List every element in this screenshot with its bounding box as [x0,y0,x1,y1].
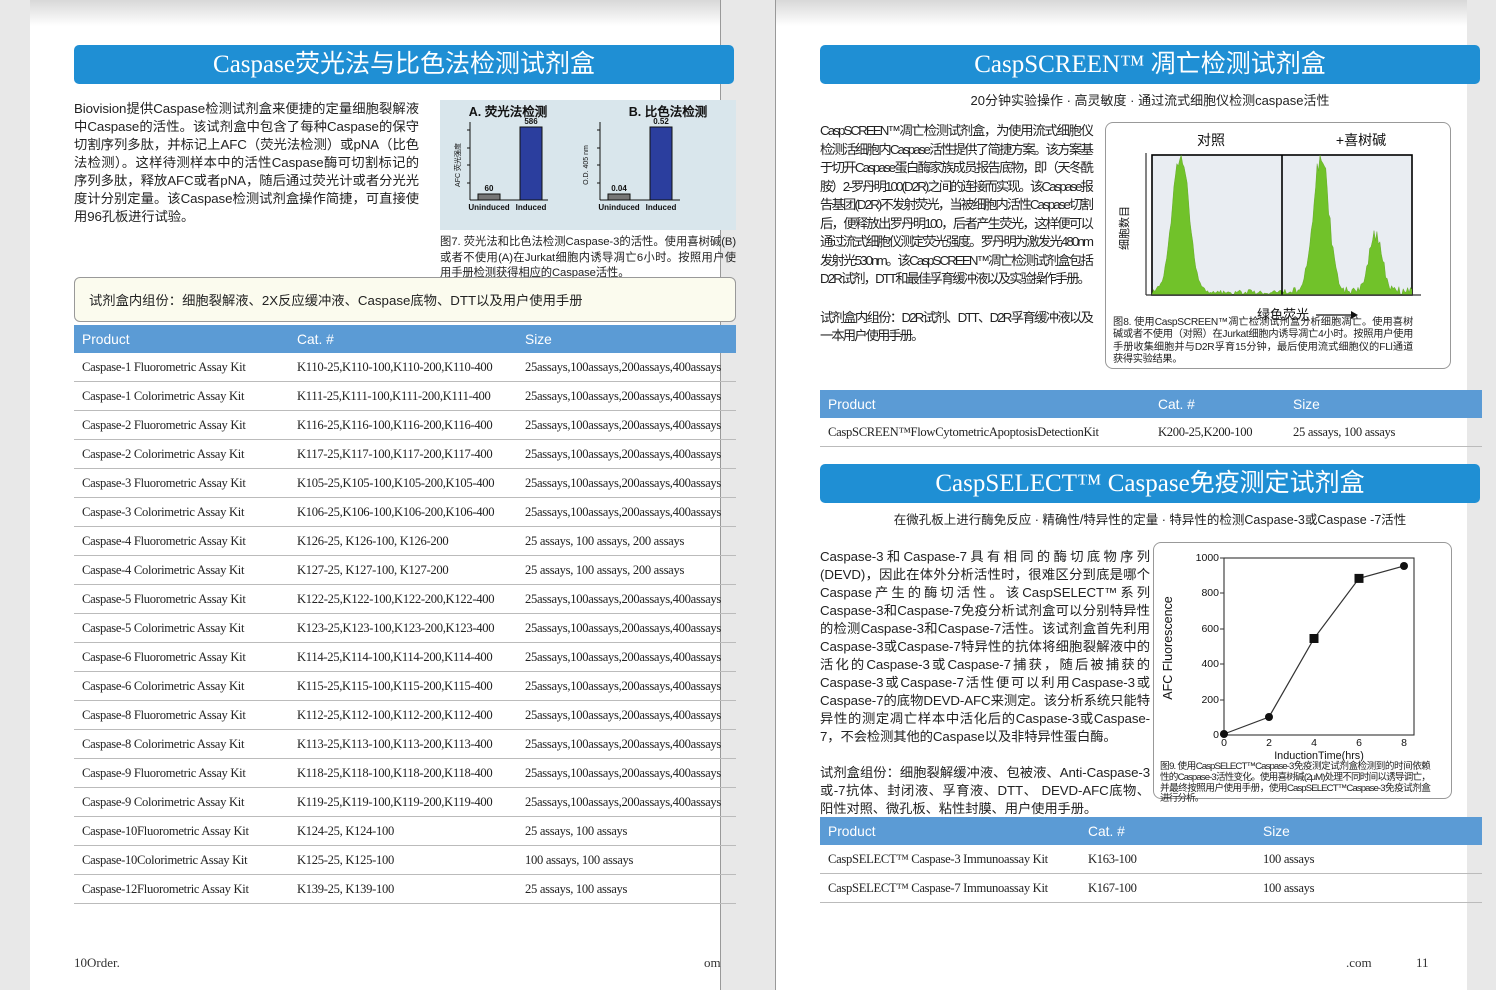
svg-text:Induced: Induced [516,203,547,212]
svg-text:+喜树碱: +喜树碱 [1336,132,1386,148]
svg-text:0.52: 0.52 [653,117,669,126]
svg-text:0.04: 0.04 [611,184,627,193]
svg-text:400: 400 [1201,658,1219,670]
svg-text:Induced: Induced [646,203,677,212]
svg-text:Uninduced: Uninduced [468,203,509,212]
svg-text:200: 200 [1201,694,1219,706]
svg-text:586: 586 [524,117,538,126]
svg-text:0: 0 [1213,729,1219,741]
svg-text:1000: 1000 [1196,552,1220,564]
svg-text:AFC Fluorescence: AFC Fluorescence [1161,596,1175,700]
svg-text:2: 2 [1266,737,1272,749]
svg-text:8: 8 [1401,737,1407,749]
svg-text:0: 0 [1221,737,1227,749]
svg-text:4: 4 [1311,737,1317,749]
svg-text:细胞数目: 细胞数目 [1118,206,1131,250]
svg-text:800: 800 [1201,587,1219,599]
svg-text:600: 600 [1201,623,1219,635]
svg-text:Uninduced: Uninduced [598,203,639,212]
svg-text:60: 60 [485,184,494,193]
svg-text:AFC 荧光强度: AFC 荧光强度 [453,143,462,187]
svg-text:对照: 对照 [1197,132,1225,148]
svg-text:O.D. 405 nm: O.D. 405 nm [583,145,590,185]
svg-text:6: 6 [1356,737,1362,749]
